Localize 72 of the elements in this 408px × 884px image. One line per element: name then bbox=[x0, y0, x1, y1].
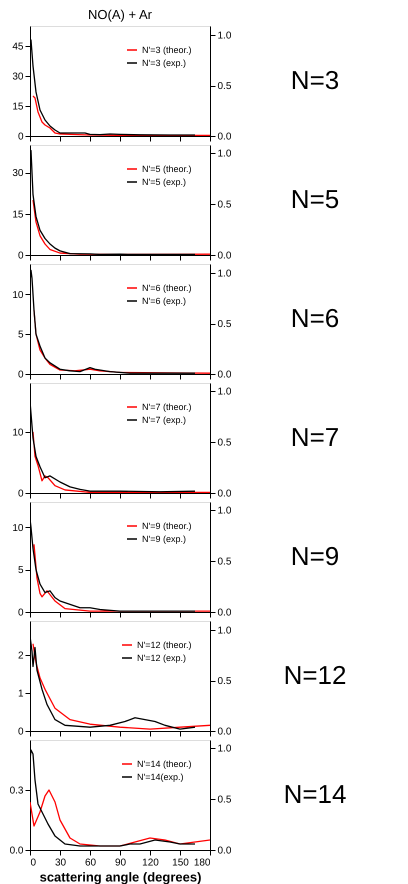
y-tick-label: 45 bbox=[12, 42, 24, 52]
y-tick-label: 10 bbox=[12, 522, 24, 534]
y2-tick-label: 0.0 bbox=[218, 488, 232, 500]
y-tick-label: 30 bbox=[12, 72, 24, 82]
legend-label: N'=6 (theor.) bbox=[142, 283, 192, 293]
x-tick-label: 90 bbox=[114, 858, 126, 868]
y2-tick-label: 0.0 bbox=[218, 370, 232, 380]
legend-label: N'=12 (exp.) bbox=[137, 653, 186, 663]
legend-label: N'=3 (theor.) bbox=[142, 45, 192, 55]
y2-tick-label: 0.5 bbox=[218, 200, 232, 211]
y-tick-label: 0 bbox=[18, 370, 24, 380]
legend-label: N'=9 (exp.) bbox=[142, 534, 186, 544]
text: N=12 bbox=[284, 660, 346, 690]
x-tick-label: 120 bbox=[142, 858, 160, 868]
legend-label: N'=6 (exp.) bbox=[142, 296, 186, 306]
legend-label: N'=14(exp.) bbox=[137, 772, 184, 782]
y2-tick-label: 0.0 bbox=[218, 608, 232, 618]
y2-tick-label: 0.5 bbox=[218, 556, 232, 568]
y2-tick-label: 1.0 bbox=[218, 268, 232, 280]
legend-label: N'=12 (theor.) bbox=[137, 640, 192, 650]
legend-label: N'=5 (theor.) bbox=[142, 164, 192, 174]
y-tick-label: 10 bbox=[12, 427, 24, 438]
y-tick-label: 5 bbox=[18, 565, 24, 576]
legend-label: N'=9 (theor.) bbox=[142, 521, 192, 531]
text: N=14 bbox=[284, 779, 346, 809]
text: N=3 bbox=[290, 65, 340, 95]
text: N=6 bbox=[290, 303, 340, 333]
y2-tick-label: 1.0 bbox=[218, 386, 232, 398]
y-tick-label: 1 bbox=[18, 688, 24, 700]
y2-tick-label: 0.5 bbox=[218, 794, 232, 806]
y2-tick-label: 0.0 bbox=[218, 726, 232, 738]
y-tick-label: 5 bbox=[18, 330, 24, 341]
y-tick-label: 0.3 bbox=[10, 786, 24, 796]
y-tick-label: 30 bbox=[12, 168, 24, 179]
y2-tick-label: 0.0 bbox=[218, 250, 232, 262]
y2-tick-label: 1.0 bbox=[218, 626, 232, 637]
text: N=5 bbox=[290, 184, 340, 214]
y-tick-label: 0.0 bbox=[10, 846, 24, 856]
y2-tick-label: 0.5 bbox=[218, 81, 232, 92]
y-tick-label: 10 bbox=[12, 290, 24, 301]
x-axis-title: scattering angle (degrees) bbox=[40, 870, 202, 884]
y2-tick-label: 0.5 bbox=[218, 676, 232, 688]
text: N=7 bbox=[290, 422, 340, 452]
y2-tick-label: 1.0 bbox=[218, 148, 232, 160]
x-tick-label: 60 bbox=[84, 858, 96, 868]
x-tick-label: 0 bbox=[30, 858, 36, 868]
y-tick-label: 15 bbox=[12, 209, 24, 220]
y2-tick-label: 0.5 bbox=[218, 438, 232, 449]
y2-tick-label: 1.0 bbox=[218, 744, 232, 755]
legend-label: N'=3 (exp.) bbox=[142, 58, 186, 68]
line-series bbox=[30, 789, 210, 847]
x-tick-label: 150 bbox=[172, 858, 190, 868]
y-tick-label: 0 bbox=[18, 132, 24, 142]
legend-label: N'=7 (exp.) bbox=[142, 415, 186, 425]
legend-label: N'=7 (theor.) bbox=[142, 402, 192, 412]
y-tick-label: 0 bbox=[18, 250, 24, 262]
y2-tick-label: 0.0 bbox=[218, 132, 232, 142]
y2-tick-label: 0.5 bbox=[218, 319, 232, 330]
legend-label: N'=14 (theor.) bbox=[137, 759, 192, 769]
y2-tick-label: 1.0 bbox=[218, 30, 232, 42]
x-tick-label: 30 bbox=[54, 858, 66, 868]
y2-tick-label: 0.0 bbox=[218, 846, 232, 856]
y-tick-label: 0 bbox=[18, 608, 24, 618]
x-tick-label: 180 bbox=[194, 858, 211, 868]
y-tick-label: 0 bbox=[18, 488, 24, 500]
legend-label: N'=5 (exp.) bbox=[142, 177, 186, 187]
y-tick-label: 0 bbox=[18, 726, 24, 738]
chart-title: NO(A) + Ar bbox=[88, 7, 153, 22]
text: N=9 bbox=[290, 541, 340, 571]
y2-tick-label: 1.0 bbox=[218, 506, 232, 517]
y-tick-label: 15 bbox=[12, 102, 24, 112]
y-tick-label: 2 bbox=[18, 650, 24, 662]
